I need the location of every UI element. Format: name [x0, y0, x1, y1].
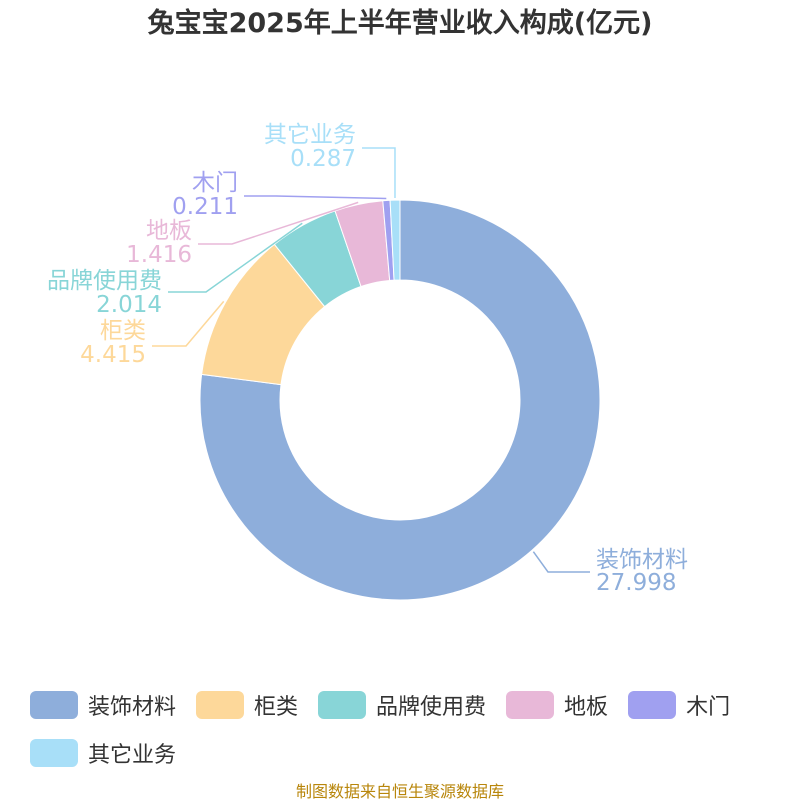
- legend-swatch: [196, 691, 245, 719]
- legend-item-brand-fee[interactable]: 品牌使用费: [318, 689, 486, 721]
- slice-value-3: 1.416: [126, 242, 192, 268]
- donut-slice-0[interactable]: [199, 199, 601, 601]
- slice-value-1: 4.415: [80, 342, 146, 368]
- legend-label: 其它业务: [88, 743, 177, 768]
- legend-label: 品牌使用费: [376, 695, 487, 720]
- legend-label: 木门: [686, 695, 731, 720]
- legend-item-floor[interactable]: 地板: [506, 689, 608, 721]
- legend-label: 柜类: [254, 695, 299, 720]
- slice-label-0: 装饰材料: [596, 547, 688, 573]
- legend: 装饰材料 柜类 品牌使用费 地板 木门 其它业务: [30, 688, 790, 784]
- legend-row-2: 其它业务: [30, 736, 790, 770]
- slice-value-5: 0.287: [290, 146, 356, 172]
- legend-swatch: [30, 739, 78, 767]
- legend-item-door[interactable]: 木门: [628, 689, 730, 721]
- legend-item-decor[interactable]: 装饰材料: [30, 689, 176, 721]
- legend-swatch: [628, 691, 677, 719]
- donut-slice-5[interactable]: [389, 199, 401, 281]
- chart-title: 兔宝宝2025年上半年营业收入构成(亿元): [147, 8, 653, 39]
- slice-label-4: 木门: [192, 170, 238, 196]
- legend-label: 地板: [564, 695, 609, 720]
- legend-label: 装饰材料: [88, 695, 177, 720]
- leader-line-0: [532, 551, 590, 573]
- leader-line-1: [152, 300, 225, 347]
- slice-label-5: 其它业务: [264, 122, 356, 148]
- slice-label-1: 柜类: [100, 318, 146, 344]
- slice-label-3: 地板: [146, 218, 192, 244]
- leader-line-5: [362, 147, 396, 199]
- legend-swatch: [506, 691, 555, 719]
- leader-line-3: [198, 201, 359, 245]
- data-source-note: 制图数据来自恒生聚源数据库: [295, 782, 504, 801]
- slice-value-2: 2.014: [96, 292, 162, 318]
- legend-swatch: [318, 691, 367, 719]
- leader-line-2: [168, 222, 303, 293]
- legend-row-1: 装饰材料 柜类 品牌使用费 地板 木门: [30, 688, 790, 722]
- legend-item-cabinet[interactable]: 柜类: [196, 689, 298, 721]
- legend-swatch: [30, 691, 78, 719]
- slice-value-4: 0.211: [172, 194, 238, 220]
- legend-item-other[interactable]: 其它业务: [30, 737, 176, 769]
- slice-label-2: 品牌使用费: [47, 268, 162, 294]
- leader-line-4: [244, 195, 387, 200]
- slice-value-0: 27.998: [596, 570, 676, 596]
